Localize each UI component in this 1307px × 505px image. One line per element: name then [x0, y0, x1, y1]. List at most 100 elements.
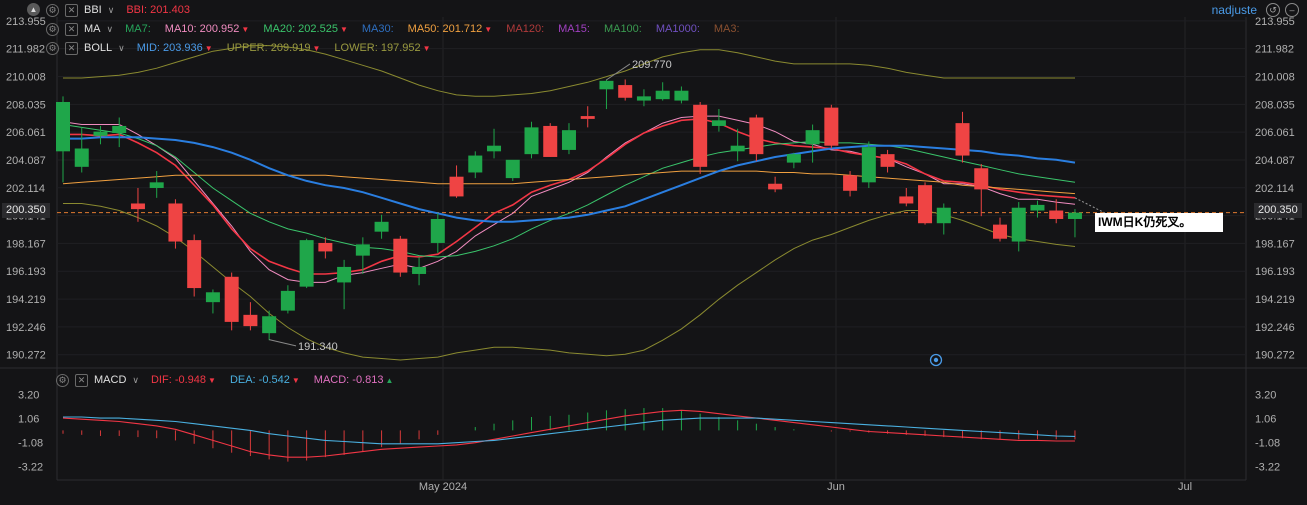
legend-boll-name: BOLL — [84, 42, 113, 54]
chevron-down-icon[interactable]: ∨ — [118, 42, 125, 53]
candle-body — [74, 148, 89, 167]
macd-y-tick-label-right: -1.08 — [1255, 437, 1280, 449]
settings-icon[interactable]: ⚙ — [46, 22, 59, 36]
close-icon[interactable]: ✕ — [65, 3, 78, 17]
candle-body — [130, 203, 145, 210]
legend-ma-name: MA — [84, 23, 101, 35]
collapse-toggle-icon[interactable]: ▲ — [27, 3, 40, 16]
y-tick-label-right: 192.246 — [1255, 322, 1295, 334]
candle-body — [730, 145, 745, 152]
series-line-upper — [63, 45, 1075, 97]
series-line-ma50 — [62, 170, 1076, 195]
y-tick-label-right: 198.167 — [1255, 238, 1295, 250]
current-price-left: 200.350 — [2, 203, 50, 218]
chevron-down-icon[interactable]: ∨ — [132, 374, 139, 385]
candle-body — [393, 238, 408, 273]
settings-icon[interactable]: ⚙ — [46, 3, 59, 17]
candle-body — [1067, 212, 1082, 219]
candle-body — [355, 244, 370, 256]
y-tick-label-left: 210.008 — [6, 72, 46, 84]
candle-body — [149, 182, 164, 188]
legend-macd-item: DEA: -0.542 ▼ — [229, 374, 300, 386]
candle-body — [505, 159, 520, 179]
legend-ma-item: MA15: — [558, 23, 590, 35]
candle-body — [655, 90, 670, 100]
y-tick-label-left: 204.087 — [6, 155, 46, 167]
macd-y-tick-label-left: -1.08 — [18, 437, 43, 449]
candle-body — [768, 183, 783, 190]
macd-line-dif — [62, 409, 1075, 458]
y-tick-label-left: 202.114 — [6, 183, 45, 195]
settings-icon[interactable]: ⚙ — [46, 41, 59, 55]
min-price-label: 191.340 — [298, 341, 338, 353]
y-tick-label-left: 192.246 — [6, 322, 46, 334]
candle-body — [974, 168, 989, 190]
legend-boll-arrow-icon: ▼ — [312, 44, 321, 53]
chevron-down-icon[interactable]: ∨ — [107, 4, 115, 15]
legend-ma-item: MA3: — [713, 23, 740, 35]
legend-macd-arrow-icon: ▼ — [208, 376, 216, 385]
candle-body — [449, 176, 464, 197]
macd-y-tick-label-left: 1.06 — [18, 414, 39, 426]
legend-ma-item: MA50: 201.712 ▼ — [407, 23, 493, 35]
macd-y-tick-label-left: -3.22 — [18, 461, 43, 473]
candle-body — [880, 154, 895, 167]
macd-y-tick-label-right: -3.22 — [1255, 461, 1280, 473]
legend-ma-item: MA7: — [125, 23, 151, 35]
series-line-ma20 — [62, 124, 1076, 258]
settings-icon[interactable]: ⚙ — [56, 373, 69, 387]
chevron-down-icon[interactable]: ∨ — [106, 23, 114, 34]
candle-body — [112, 125, 127, 133]
candle-body — [412, 266, 427, 274]
close-icon[interactable]: ✕ — [65, 41, 78, 55]
candle-body — [224, 276, 239, 322]
close-icon[interactable]: ✕ — [75, 373, 88, 387]
candle-body — [205, 292, 220, 303]
candle-body — [243, 314, 258, 327]
legend-boll-arrow-icon: ▼ — [422, 44, 431, 53]
candle-body — [580, 116, 595, 119]
legend-ma-item: MA30: — [361, 23, 394, 35]
legend-macd-arrow-icon: ▲ — [385, 376, 394, 385]
legend-bbi-item: BBI: 201.403 — [126, 4, 190, 16]
legend-ma-item: MA10: 200.952 ▼ — [164, 23, 250, 35]
y-tick-label-right: 213.955 — [1255, 16, 1295, 28]
candle-body — [824, 107, 839, 146]
legend-ma-arrow-icon: ▼ — [484, 25, 493, 34]
y-tick-label-right: 194.219 — [1255, 294, 1295, 306]
y-tick-label-right: 210.008 — [1255, 72, 1295, 84]
legend-macd-name: MACD — [94, 374, 127, 386]
y-tick-label-right: 202.114 — [1255, 183, 1294, 195]
candle-body — [599, 80, 614, 90]
minus-icon[interactable]: – — [1285, 3, 1299, 17]
close-icon[interactable]: ✕ — [65, 22, 78, 36]
candle-body — [861, 147, 876, 183]
y-tick-label-left: 208.035 — [6, 99, 46, 111]
candle-body — [674, 90, 689, 101]
candle-body — [1049, 210, 1064, 219]
legend-ma-arrow-icon: ▼ — [241, 25, 250, 34]
candle-body — [337, 266, 352, 283]
max-leader — [606, 63, 631, 81]
y-tick-label-left: 190.272 — [6, 350, 46, 362]
macd-y-tick-label-left: 3.20 — [18, 390, 39, 402]
candle-body — [468, 155, 483, 173]
candle-body — [56, 101, 70, 152]
candle-body — [936, 207, 951, 224]
y-tick-label-left: 194.219 — [6, 294, 46, 306]
y-tick-label-right: 196.193 — [1255, 266, 1295, 278]
legend-boll: ⚙ ✕ BOLL ∨ MID: 203.936 ▼ UPPER: 209.919 ▼ L… — [40, 39, 445, 57]
legend-boll-item: LOWER: 197.952 ▼ — [334, 42, 431, 54]
candle-body — [993, 224, 1007, 239]
legend-ma-item: MA120: — [506, 23, 545, 35]
restore-icon[interactable]: ↺ — [1266, 3, 1280, 17]
brand-label[interactable]: nadjuste — [1211, 3, 1257, 17]
y-tick-label-left: 198.167 — [6, 238, 46, 250]
y-tick-label-left: 211.982 — [6, 44, 45, 56]
candle-body — [374, 221, 389, 232]
candle-body — [618, 85, 633, 98]
candle-body — [636, 96, 651, 101]
candle-body — [93, 131, 108, 136]
toolbar-right: nadjuste ↺ – — [1212, 3, 1299, 17]
y-tick-label-right: 208.035 — [1255, 99, 1295, 111]
